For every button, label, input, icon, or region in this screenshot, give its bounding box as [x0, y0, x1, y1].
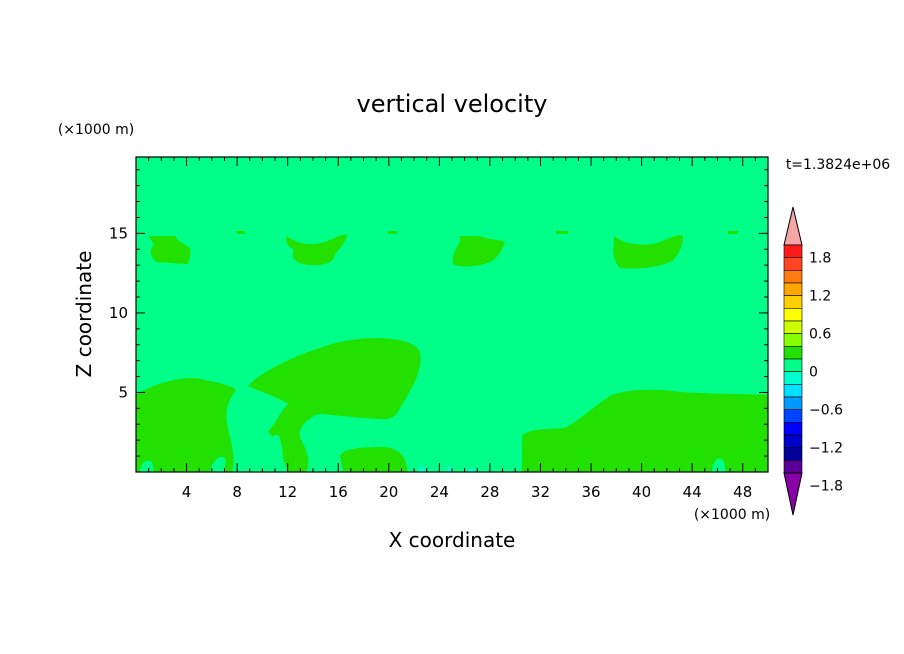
colorbar-label: −1.8: [809, 479, 843, 495]
upper-cell-4: [613, 235, 683, 269]
colorbar-over-arrow: [783, 206, 803, 246]
x-tick-label: 16: [329, 483, 348, 501]
x-tick-label: 24: [430, 483, 449, 501]
x-tick-label: 44: [683, 483, 702, 501]
bottom-cell: [340, 447, 408, 472]
small-cell: [728, 231, 738, 234]
x-tick-label: 48: [733, 483, 752, 501]
colorbar-swatch: [783, 358, 803, 372]
colorbar-swatch: [783, 384, 803, 398]
colorbar-swatch: [783, 333, 803, 347]
small-cell: [556, 231, 568, 234]
colorbar-swatch: [783, 257, 803, 271]
y-axis: 5 10 15: [109, 169, 768, 457]
x-axis: 4 8 12 16 20 24 28 32 36 40 44 48: [148, 157, 756, 501]
negative-speck: [468, 468, 473, 472]
colorbar-swatch: [783, 244, 803, 258]
colorbar-swatch: [783, 308, 803, 322]
right-low-lobe: [522, 389, 768, 472]
colorbar-under-arrow: [783, 472, 803, 516]
colorbar-label: 0.6: [809, 327, 831, 343]
colorbar-swatch: [783, 295, 803, 309]
x-tick-label: 32: [531, 483, 550, 501]
chart-title: vertical velocity: [357, 90, 548, 118]
y-unit-label: (×1000 m): [58, 122, 134, 138]
y-tick-label: 5: [118, 383, 128, 401]
time-label: t=1.3824e+06: [786, 157, 890, 173]
x-tick-label: 36: [581, 483, 600, 501]
colorbar-swatch: [783, 396, 803, 410]
colorbar-label: −1.2: [809, 441, 843, 457]
colorbar-swatch: [783, 460, 803, 474]
colorbar-swatch: [783, 422, 803, 436]
colorbar-label: −0.6: [809, 403, 843, 419]
y-axis-label: Z coordinate: [72, 251, 96, 378]
negative-speck: [447, 467, 452, 472]
x-tick-label: 12: [278, 483, 297, 501]
x-tick-label: 20: [379, 483, 398, 501]
x-tick-label: 8: [232, 483, 242, 501]
colorbar-swatch: [783, 434, 803, 448]
colorbar-label: 1.2: [809, 289, 831, 305]
y-tick-label: 15: [109, 224, 128, 242]
near-zero-pocket: [262, 434, 283, 472]
negative-speck: [420, 466, 425, 472]
colorbar-swatch: [783, 320, 803, 334]
near-zero-pocket: [712, 458, 726, 472]
colorbar-swatch: [783, 282, 803, 296]
colorbar-label: 1.8: [809, 251, 831, 267]
x-axis-label: X coordinate: [389, 528, 516, 552]
central-updraft: [248, 338, 421, 472]
near-zero-pocket: [140, 460, 154, 472]
x-unit-label: (×1000 m): [694, 507, 770, 523]
upper-cell-3: [452, 236, 505, 267]
colorbar-swatch: [783, 371, 803, 385]
colorbar-swatch: [783, 409, 803, 423]
small-cell: [388, 231, 397, 234]
plot-area: [136, 157, 768, 472]
colorbar-swatch: [783, 270, 803, 284]
upper-cell-1: [149, 236, 191, 264]
upper-cell-2: [286, 234, 347, 266]
small-cell: [237, 231, 245, 234]
x-tick-label: 40: [632, 483, 651, 501]
x-tick-label: 28: [480, 483, 499, 501]
colorbar-swatch: [783, 346, 803, 360]
colorbar-label: 0: [809, 365, 818, 381]
y-tick-label: 10: [109, 304, 128, 322]
left-low-lobe: [136, 378, 236, 472]
near-zero-pocket: [210, 456, 226, 472]
x-tick-label: 4: [182, 483, 192, 501]
colorbar-swatch: [783, 447, 803, 461]
colorbar: 1.8 1.2 0.6 0 −0.6 −1.2 −1.8: [783, 206, 843, 516]
